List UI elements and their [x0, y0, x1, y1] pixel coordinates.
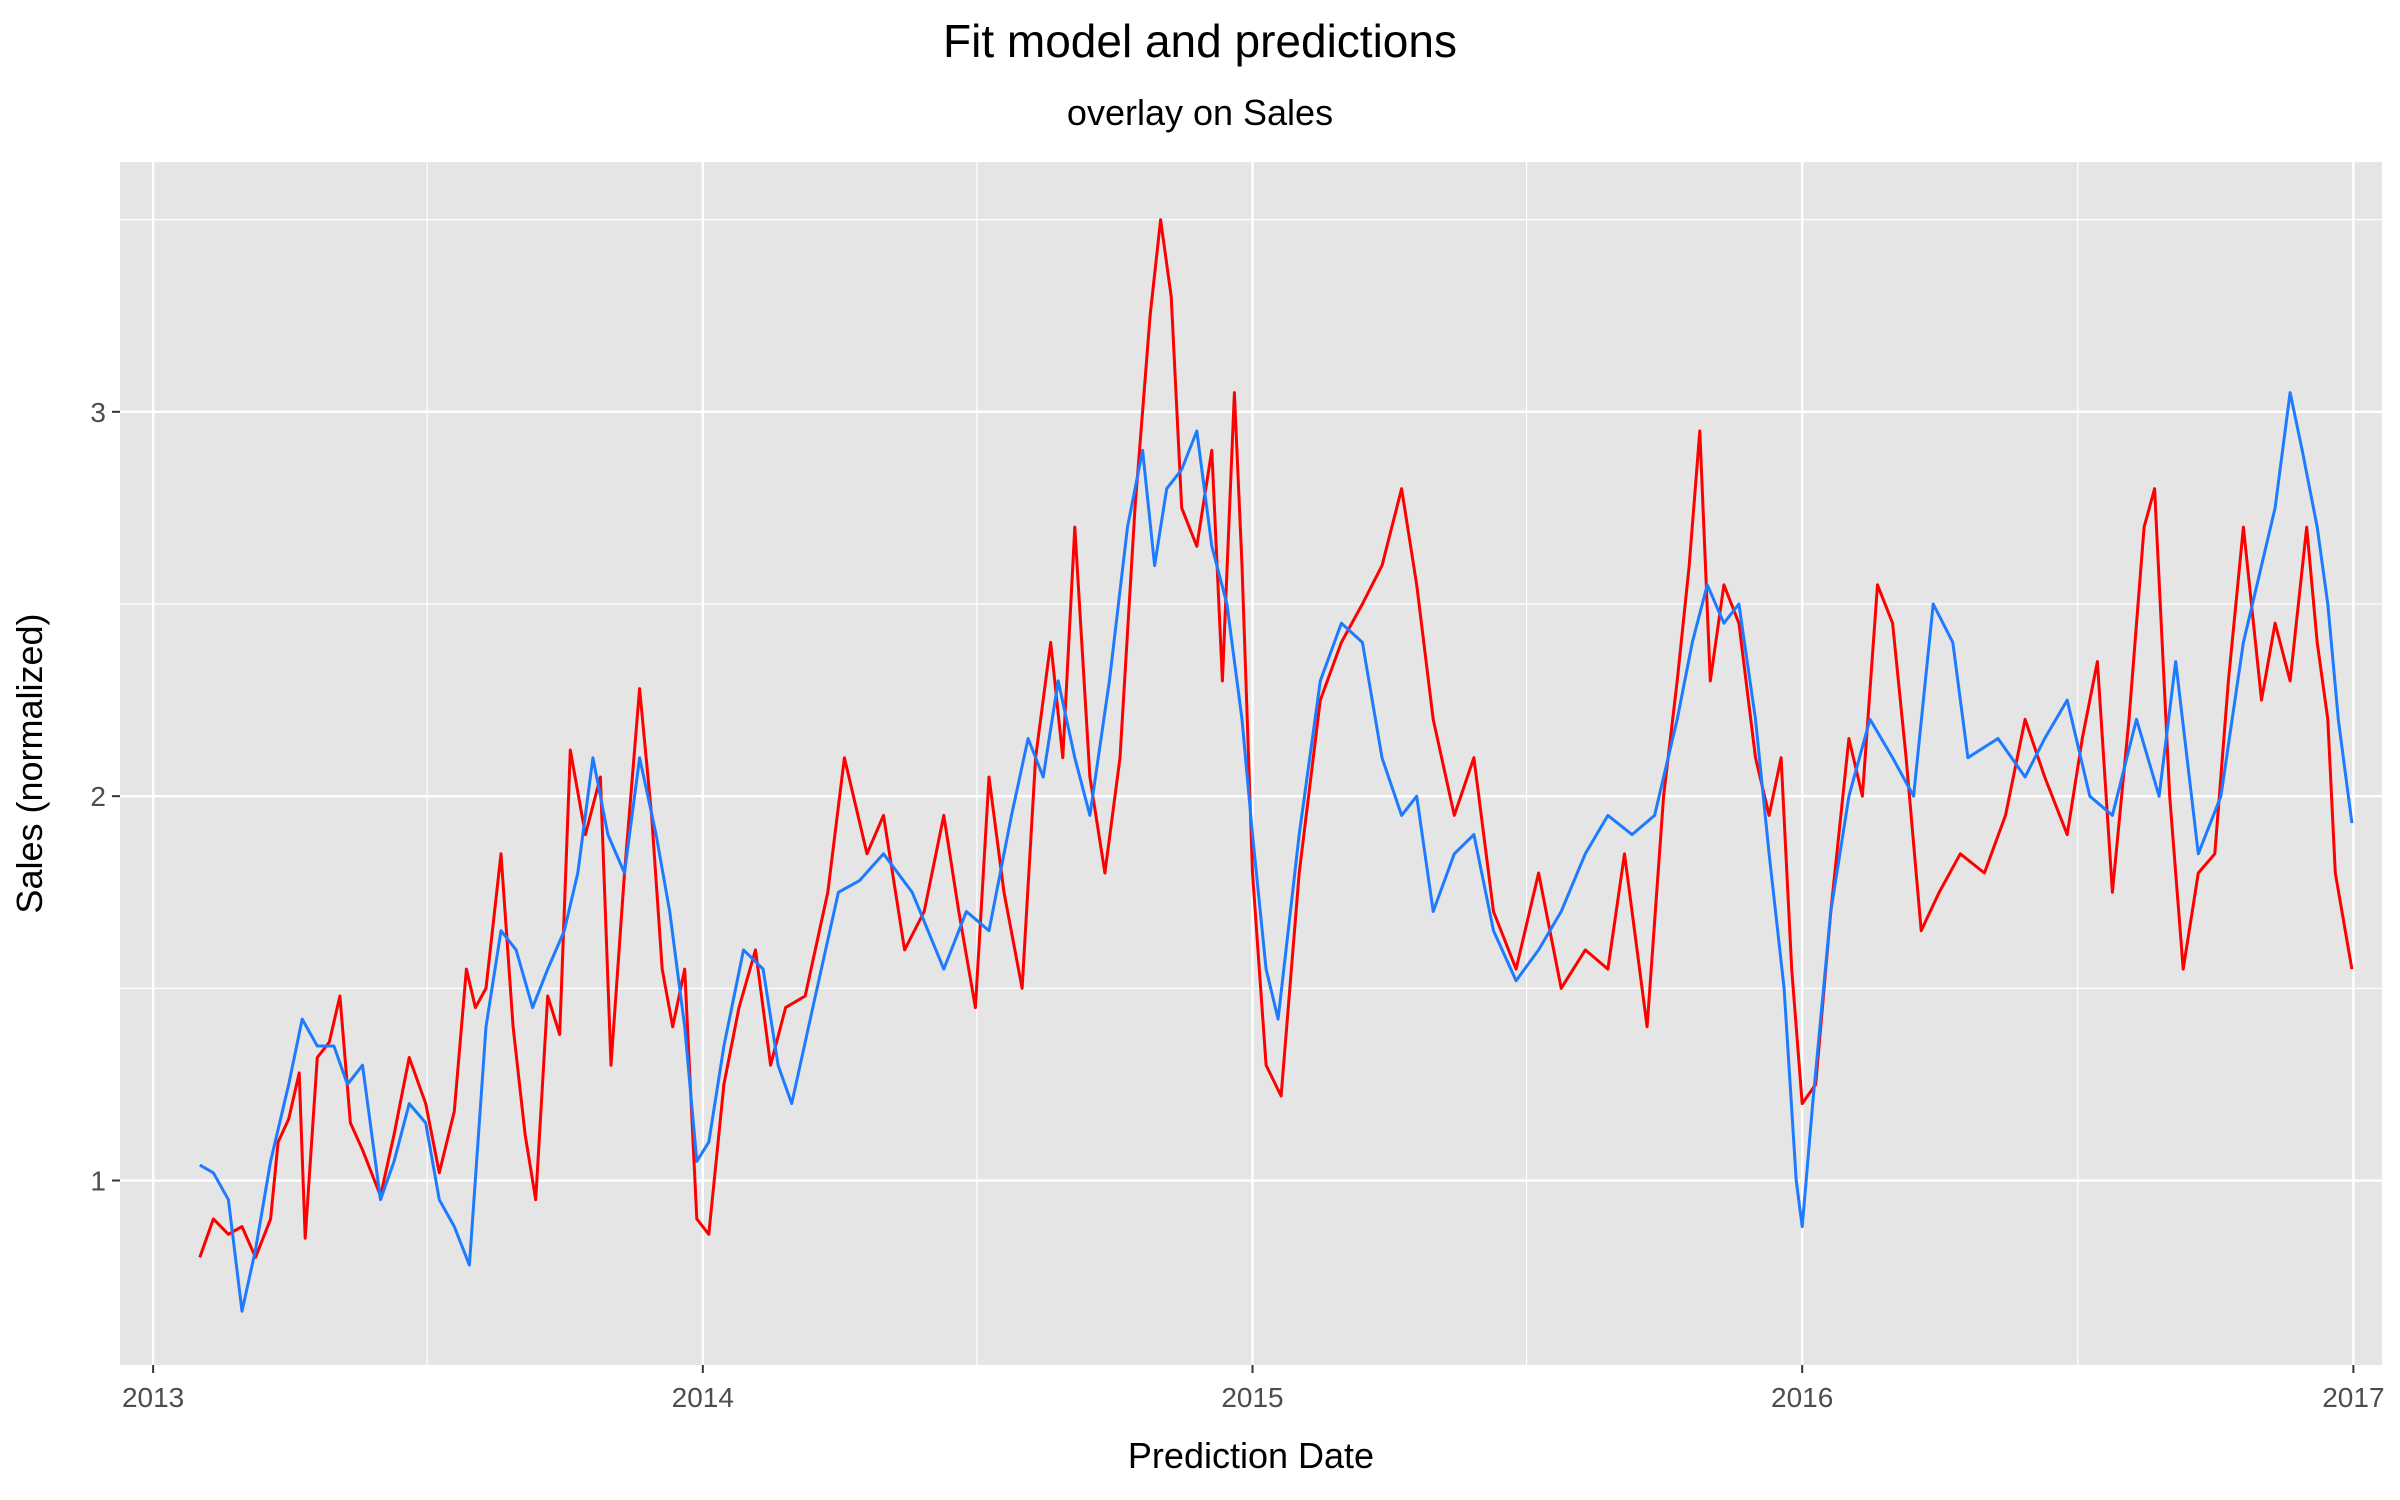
x-axis-title: Prediction Date: [1128, 1435, 1374, 1476]
plot-panel: [120, 162, 2382, 1365]
series-line-1: [198, 218, 2354, 1259]
x-tick-label-2017: 2017: [2322, 1382, 2384, 1413]
y-tick-label-2: 2: [90, 781, 106, 812]
y-axis-title: Sales (normalized): [9, 613, 50, 913]
x-tick-label-2015: 2015: [1221, 1382, 1283, 1413]
x-tick-label-2013: 2013: [122, 1382, 184, 1413]
series-line-2: [199, 391, 2354, 1313]
x-tick-label-2014: 2014: [672, 1382, 734, 1413]
series-layer: [198, 218, 2354, 1313]
y-tick-label-3: 3: [90, 397, 106, 428]
major-gridlines: [120, 162, 2382, 1365]
y-tick-label-1: 1: [90, 1166, 106, 1197]
axis-ticks: [112, 410, 2355, 1373]
x-tick-label-2016: 2016: [1771, 1382, 1833, 1413]
minor-gridlines: [120, 162, 2382, 1365]
chart-title: Fit model and predictions: [943, 15, 1457, 67]
chart-subtitle: overlay on Sales: [1066, 92, 1334, 133]
tick-labels: 2013 2014 2015 2016 2017 1 2 3: [90, 397, 2384, 1413]
